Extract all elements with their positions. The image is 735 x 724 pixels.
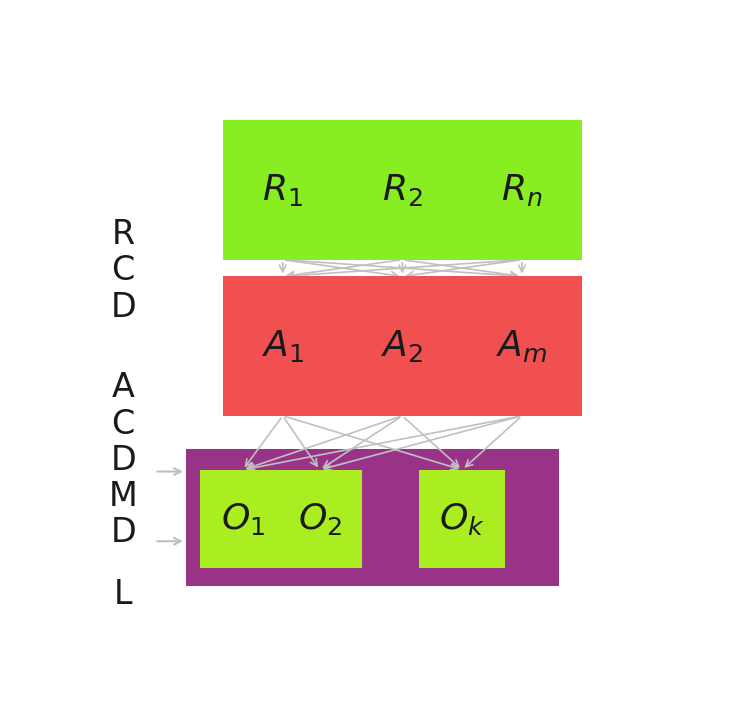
Text: D: D: [110, 290, 136, 324]
Text: $O_2$: $O_2$: [298, 501, 342, 537]
Bar: [277, 470, 362, 568]
Text: $A_1$: $A_1$: [262, 328, 304, 364]
Text: M: M: [109, 480, 137, 513]
Text: $R_n$: $R_n$: [501, 172, 542, 208]
Text: $R_2$: $R_2$: [382, 172, 423, 208]
Text: $R_1$: $R_1$: [262, 172, 303, 208]
Text: D: D: [110, 516, 136, 550]
Text: C: C: [112, 254, 135, 287]
Bar: [420, 470, 505, 568]
Bar: [200, 470, 285, 568]
Bar: [223, 277, 343, 416]
Text: C: C: [112, 408, 135, 441]
Text: $A_2$: $A_2$: [381, 328, 423, 364]
Text: $O_1$: $O_1$: [220, 501, 265, 537]
Bar: [462, 120, 582, 260]
Text: D: D: [110, 444, 136, 477]
Bar: [462, 277, 582, 416]
Text: L: L: [114, 578, 132, 610]
Text: $A_m$: $A_m$: [496, 328, 548, 364]
Bar: [343, 120, 462, 260]
Text: $O_k$: $O_k$: [440, 501, 485, 537]
Text: R: R: [112, 218, 135, 251]
Bar: [186, 449, 559, 586]
Bar: [223, 120, 343, 260]
Bar: [343, 277, 462, 416]
Text: A: A: [112, 371, 135, 405]
